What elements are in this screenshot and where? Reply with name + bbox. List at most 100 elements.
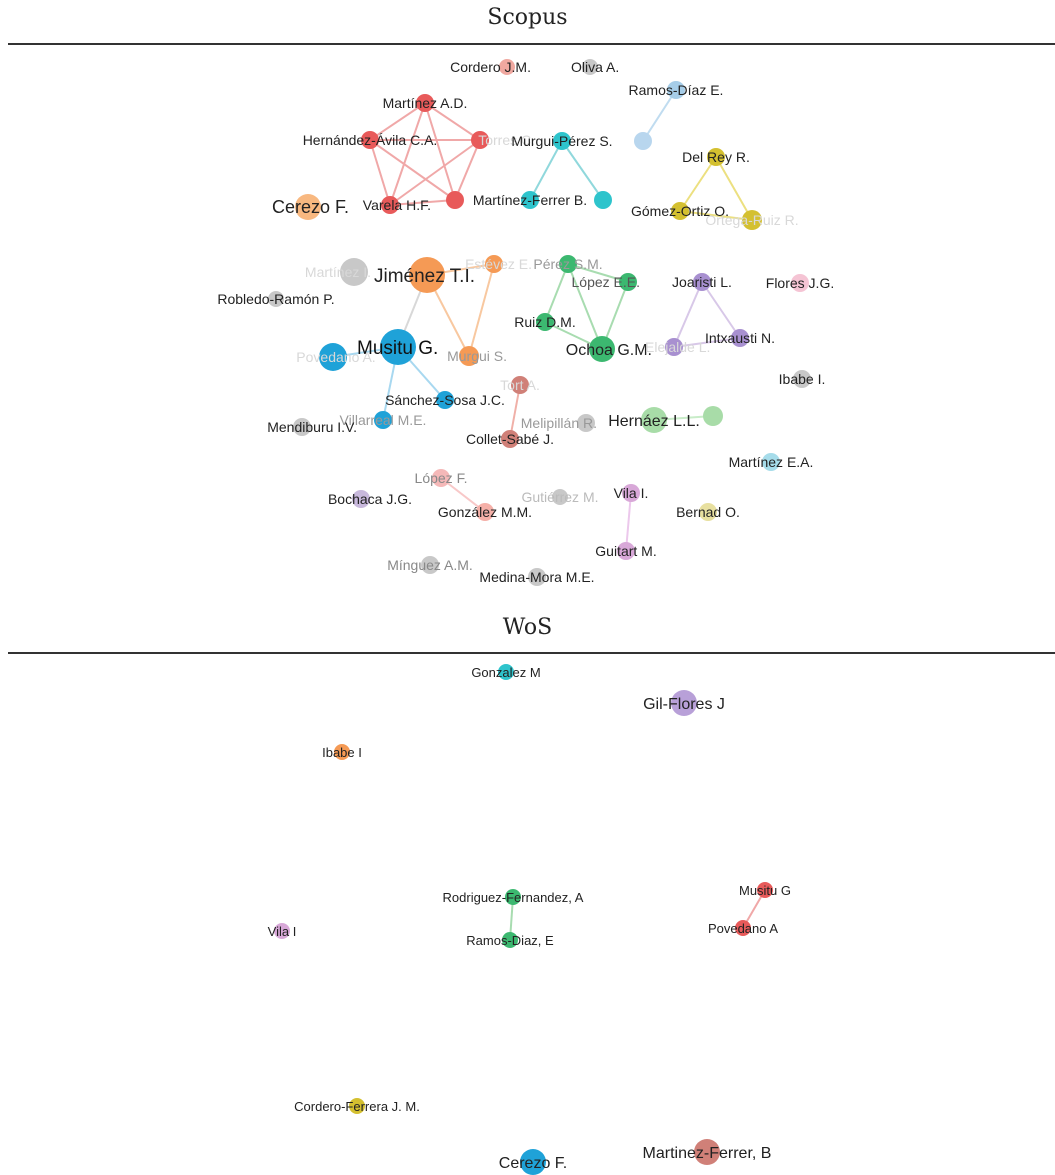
author-label: Medina-Mora M.E.	[479, 569, 594, 585]
author-node[interactable]: Martínez A.D.	[383, 94, 468, 112]
author-node[interactable]: Cordero J.M.	[450, 59, 531, 75]
author-node[interactable]: Ramos-Díaz E.	[629, 81, 724, 99]
author-node[interactable]: Oliva A.	[571, 59, 619, 75]
author-node[interactable]: Povedano A.	[296, 343, 376, 371]
author-node[interactable]: Ruiz D.M.	[514, 313, 576, 331]
author-node-circle	[520, 1149, 546, 1175]
network-edge	[509, 384, 521, 440]
author-node[interactable]: Ochoa G.M.	[566, 336, 652, 362]
author-node-circle	[793, 370, 811, 388]
author-node[interactable]: Melipillán R.	[521, 414, 597, 432]
author-node[interactable]: Ortega-Ruiz R.	[705, 210, 799, 230]
author-node[interactable]: Musitu G	[739, 882, 791, 898]
author-node[interactable]: Bernad O.	[676, 503, 740, 521]
author-node[interactable]: Varela H.F.	[363, 196, 431, 214]
author-node[interactable]: Medina-Mora M.E.	[479, 568, 595, 586]
author-node[interactable]: Hernández-Ávila C.A.	[303, 131, 438, 149]
network-edge	[715, 156, 753, 221]
author-node[interactable]: Mínguez A.M.	[387, 556, 473, 574]
author-node[interactable]: Martínez-Ferrer B.	[473, 191, 587, 209]
author-label: Vila I	[268, 924, 297, 939]
author-node[interactable]: González M.M.	[438, 503, 532, 521]
author-node-circle	[432, 469, 450, 487]
author-label: Martinez-Ferrer, B	[643, 1145, 772, 1162]
author-node[interactable]: Cerezo F.	[499, 1149, 567, 1175]
author-node[interactable]: Cordero-Ferrera J. M.	[294, 1098, 420, 1114]
author-label: Tort A.	[500, 377, 540, 393]
author-node[interactable]: Pérez S.M.	[533, 255, 603, 273]
author-node-circle	[703, 406, 723, 426]
author-node[interactable]	[703, 406, 723, 426]
author-node[interactable]: Torres C.	[471, 131, 535, 149]
author-node[interactable]: Martínez E.A.	[729, 453, 814, 471]
author-node[interactable]: Flores J.G.	[766, 274, 834, 292]
author-node-circle	[641, 407, 667, 433]
author-label: Cerezo F.	[272, 197, 349, 217]
author-node[interactable]: Gil-Flores J	[643, 690, 725, 716]
author-node[interactable]: Gonzalez M	[471, 664, 541, 680]
author-node[interactable]: Martínez I.	[305, 258, 371, 286]
author-node[interactable]: Elejalde L.	[645, 338, 710, 356]
author-node-circle	[319, 343, 347, 371]
author-node[interactable]: Estévez E.	[465, 255, 532, 273]
network-edge	[369, 139, 391, 206]
author-node[interactable]	[594, 191, 612, 209]
author-label: Povedano A.	[296, 349, 375, 365]
author-node[interactable]: Tort A.	[500, 376, 540, 394]
network-edge	[561, 140, 604, 201]
author-node-circle	[791, 274, 809, 292]
author-node[interactable]: Bochaca J.G.	[328, 490, 412, 508]
author-node[interactable]: Ibabe I	[322, 744, 362, 760]
author-node[interactable]: Vila I.	[614, 484, 649, 502]
author-node[interactable]: Vila I	[268, 923, 297, 939]
author-node-circle	[617, 542, 635, 560]
author-node[interactable]: Intxausti N.	[705, 329, 775, 347]
author-node[interactable]: Collet-Sabé J.	[466, 430, 554, 448]
author-node[interactable]	[634, 132, 652, 150]
author-node[interactable]	[446, 191, 464, 209]
author-node-circle	[762, 453, 780, 471]
author-node[interactable]: Murgui S.	[447, 346, 507, 366]
author-node-circle	[501, 430, 519, 448]
author-node[interactable]: Mendiburu I.V.	[267, 418, 357, 436]
author-node-circle	[380, 329, 416, 365]
author-node-circle	[553, 132, 571, 150]
author-node[interactable]: López F.	[415, 469, 468, 487]
author-node-circle	[671, 690, 697, 716]
author-label: Cerezo F.	[499, 1155, 567, 1172]
author-node-circle	[619, 273, 637, 291]
network-edge	[369, 102, 426, 141]
author-node[interactable]: Cerezo F.	[272, 194, 349, 220]
author-label: Ramos-Diaz, E	[466, 933, 554, 948]
author-label: Gonzalez M	[471, 665, 540, 680]
author-node[interactable]: Sánchez-Sosa J.C.	[385, 391, 505, 409]
author-node[interactable]: López E.E.	[572, 273, 641, 291]
author-node[interactable]: Martinez-Ferrer, B	[643, 1139, 772, 1165]
author-node[interactable]: Joaristi L.	[672, 273, 732, 291]
author-node[interactable]: Musitu G.	[357, 329, 438, 365]
author-node[interactable]: Murgui-Pérez S.	[511, 132, 613, 150]
author-label: Mendiburu I.V.	[267, 419, 357, 435]
author-node[interactable]: Povedano A	[708, 920, 778, 936]
author-node[interactable]: Ramos-Diaz, E	[466, 932, 554, 948]
network-edge	[468, 263, 495, 357]
author-label: Ruiz D.M.	[514, 314, 575, 330]
author-label: Pérez S.M.	[533, 256, 602, 272]
author-node[interactable]: Guitart M.	[595, 542, 657, 560]
author-node[interactable]: Hernáez L.L.	[608, 407, 700, 433]
author-node[interactable]: Rodriguez-Fernandez, A	[443, 889, 584, 905]
author-label: Oliva A.	[571, 59, 619, 75]
author-node[interactable]: Villarreal M.E.	[340, 411, 427, 429]
author-node[interactable]: Gutiérrez M.	[521, 489, 599, 505]
network-edge	[567, 263, 603, 350]
wos-divider	[8, 652, 1055, 654]
author-node[interactable]: Robledo-Ramón P.	[217, 291, 335, 307]
author-node[interactable]: Ibabe I.	[779, 370, 826, 388]
author-node-circle	[671, 202, 689, 220]
author-node[interactable]: Gómez-Ortiz O.	[631, 202, 729, 220]
author-node-circle	[667, 81, 685, 99]
network-edge	[454, 139, 481, 201]
author-node[interactable]: Del Rey R.	[682, 148, 750, 166]
author-node-circle	[742, 210, 762, 230]
author-node[interactable]: Jiménez T.I.	[374, 257, 475, 293]
